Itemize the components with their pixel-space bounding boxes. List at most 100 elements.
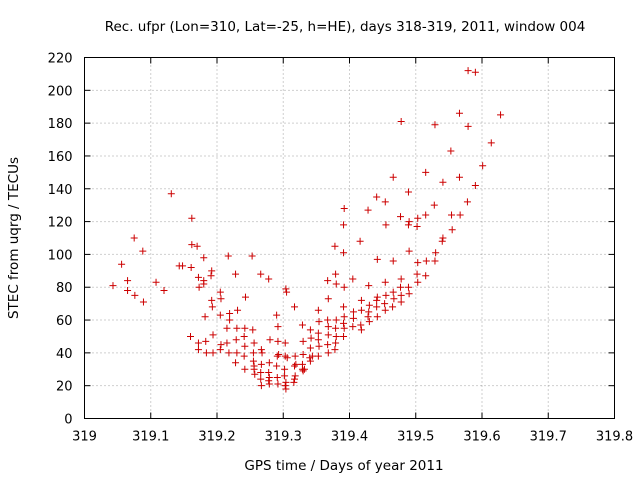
data-points	[109, 67, 505, 393]
data-point	[340, 204, 348, 212]
data-point	[364, 206, 372, 214]
data-point	[209, 331, 217, 339]
data-point	[188, 214, 196, 222]
data-point	[249, 326, 257, 334]
data-point	[226, 316, 234, 324]
data-point	[357, 306, 365, 314]
data-point	[249, 349, 257, 357]
data-point	[308, 352, 316, 360]
data-point	[273, 362, 281, 370]
data-point	[389, 288, 397, 296]
data-point	[299, 351, 307, 359]
y-tick-label: 180	[48, 117, 73, 132]
data-point	[373, 293, 381, 301]
data-point	[124, 287, 132, 295]
data-point	[331, 346, 339, 354]
data-point	[413, 223, 421, 231]
data-point	[109, 282, 117, 290]
data-point	[397, 298, 405, 306]
data-point	[232, 270, 240, 278]
data-point	[118, 260, 126, 268]
data-point	[373, 313, 381, 321]
data-point	[456, 211, 464, 219]
data-point	[397, 117, 405, 125]
data-point	[448, 211, 456, 219]
data-point	[265, 380, 273, 388]
data-point	[281, 382, 289, 390]
data-point	[349, 323, 357, 331]
data-point	[422, 272, 430, 280]
data-point	[291, 352, 299, 360]
data-point	[193, 242, 201, 250]
data-point	[404, 188, 412, 196]
data-point	[217, 295, 225, 303]
y-tick-label: 160	[48, 150, 73, 165]
x-tick-label: 319.5	[397, 430, 434, 445]
data-point	[340, 313, 348, 321]
data-point	[381, 198, 389, 206]
data-point	[382, 291, 390, 299]
data-point	[306, 357, 314, 365]
data-point	[405, 218, 413, 226]
data-point	[240, 332, 248, 340]
data-point	[390, 295, 398, 303]
data-point	[389, 303, 397, 311]
data-point	[232, 359, 240, 367]
data-point	[432, 249, 440, 257]
x-tick-label: 319.3	[265, 430, 302, 445]
data-point	[233, 324, 241, 332]
data-point	[257, 375, 265, 383]
data-point	[448, 226, 456, 234]
data-point	[349, 308, 357, 316]
data-point	[382, 221, 390, 229]
x-tick-label: 319.1	[132, 430, 169, 445]
data-point	[405, 247, 413, 255]
data-point	[188, 241, 196, 249]
data-point	[257, 382, 265, 390]
y-tick-label: 40	[56, 347, 73, 362]
grid-lines	[84, 57, 615, 419]
data-point	[216, 288, 224, 296]
data-point	[405, 290, 413, 298]
data-point	[223, 324, 231, 332]
data-point	[447, 147, 455, 155]
data-point	[340, 221, 348, 229]
data-point	[202, 349, 210, 357]
data-point	[332, 270, 340, 278]
data-point	[241, 342, 249, 350]
data-point	[194, 273, 202, 281]
data-point	[332, 316, 340, 324]
data-point	[422, 168, 430, 176]
data-point	[291, 303, 299, 311]
data-point	[455, 173, 463, 181]
data-point	[195, 283, 203, 291]
data-point	[414, 278, 422, 286]
data-point	[209, 349, 217, 357]
data-point	[404, 283, 412, 291]
data-point	[471, 68, 479, 76]
data-point	[234, 306, 242, 314]
data-point	[160, 287, 168, 295]
data-point	[357, 326, 365, 334]
data-point	[306, 344, 314, 352]
data-point	[241, 365, 249, 373]
y-tick-label: 140	[48, 183, 73, 198]
data-point	[273, 311, 281, 319]
data-point	[291, 375, 299, 383]
x-axis-title: GPS time / Days of year 2011	[244, 458, 443, 474]
data-point	[438, 237, 446, 245]
data-point	[249, 357, 257, 365]
data-point	[208, 296, 216, 304]
data-point	[265, 359, 273, 367]
data-point	[373, 296, 381, 304]
data-point	[257, 360, 265, 368]
x-tick-labels: 319 319.1 319.2 319.3 319.4 319.5 319.6 319.7 31…	[72, 430, 633, 445]
data-point	[340, 283, 348, 291]
data-point	[439, 234, 447, 242]
data-point	[414, 214, 422, 222]
data-point	[281, 372, 289, 380]
data-point	[274, 323, 282, 331]
data-point	[340, 249, 348, 257]
data-point	[274, 337, 282, 345]
